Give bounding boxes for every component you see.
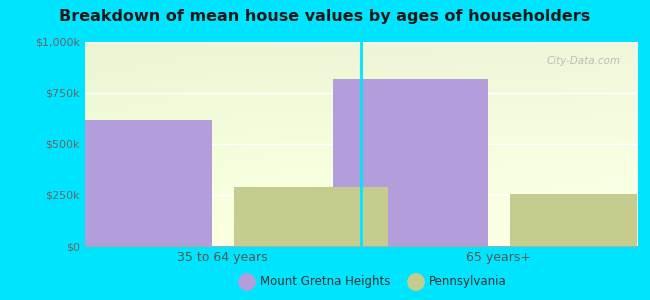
Text: City-Data.com: City-Data.com bbox=[546, 56, 620, 66]
Text: Mount Gretna Heights: Mount Gretna Heights bbox=[260, 275, 391, 289]
Bar bbox=[234, 187, 389, 246]
Bar bbox=[510, 194, 650, 246]
Text: Pennsylvania: Pennsylvania bbox=[429, 275, 507, 289]
Bar bbox=[333, 79, 488, 246]
Bar bbox=[57, 119, 211, 246]
Text: Breakdown of mean house values by ages of householders: Breakdown of mean house values by ages o… bbox=[59, 9, 591, 24]
